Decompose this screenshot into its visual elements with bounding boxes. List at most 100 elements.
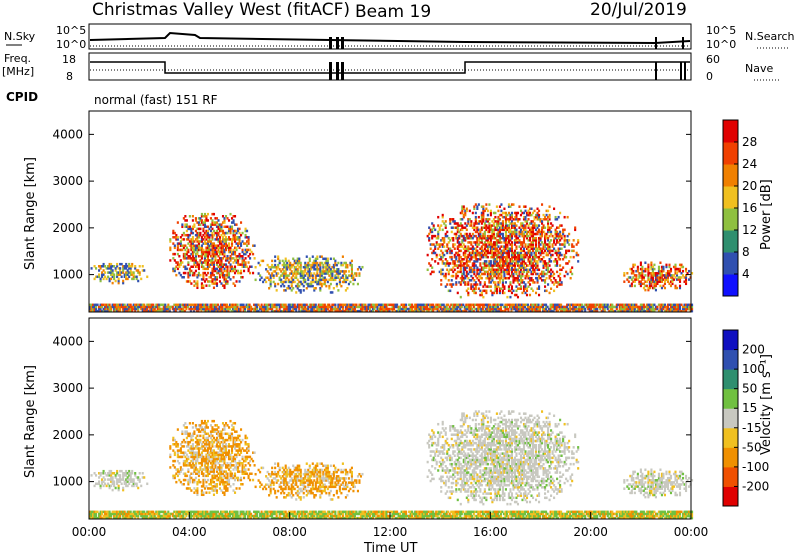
power-echo-cell — [414, 303, 417, 307]
freq-gap-mark — [655, 62, 657, 80]
power-echo-cell — [355, 272, 358, 275]
power-echo-cell — [236, 259, 240, 262]
power-echo-cell — [683, 305, 686, 309]
power-echo-cell — [192, 309, 195, 313]
power-echo-cell — [507, 205, 510, 208]
power-echo-cell — [662, 278, 665, 281]
power-echo-cell — [686, 305, 689, 309]
power-echo-cell — [560, 247, 563, 250]
power-echo-cell — [149, 305, 152, 309]
power-echo-cell — [322, 307, 325, 311]
power-echo-cell — [105, 307, 108, 311]
power-echo-cell — [197, 223, 200, 226]
power-echo-cell — [432, 251, 435, 255]
power-echo-cell — [432, 234, 435, 238]
power-echo-cell — [235, 257, 238, 260]
power-echo-cell — [510, 203, 514, 206]
power-echo-cell — [483, 289, 486, 293]
power-echo-cell — [653, 274, 656, 277]
power-echo-cell — [557, 303, 560, 307]
power-echo-cell — [302, 265, 305, 269]
power-echo-cell — [522, 285, 526, 288]
velocity-echo-cell — [173, 474, 176, 478]
power-echo-cell — [249, 248, 252, 252]
power-echo-cell — [313, 272, 316, 275]
power-echo-cell — [241, 250, 244, 254]
power-echo-cell — [542, 264, 545, 267]
power-echo-cell — [284, 289, 287, 292]
power-echo-cell — [557, 305, 560, 309]
power-echo-cell — [334, 305, 337, 309]
power-echo-cell — [403, 307, 406, 311]
power-echo-cell — [431, 270, 434, 274]
power-echo-cell — [565, 251, 568, 255]
power-echo-cell — [266, 303, 269, 307]
power-echo-cell — [497, 228, 500, 232]
colorbar-tick-label: 16 — [742, 201, 757, 215]
power-echo-cell — [651, 267, 654, 271]
power-echo-cell — [477, 232, 480, 236]
power-echo-cell — [480, 293, 483, 297]
power-echo-cell — [452, 262, 455, 265]
power-echo-cell — [510, 234, 514, 238]
power-echo-cell — [539, 253, 542, 257]
power-echo-cell — [322, 303, 325, 307]
power-echo-cell — [645, 284, 648, 288]
power-echo-cell — [537, 236, 541, 240]
power-echo-cell — [536, 272, 539, 276]
power-echo-cell — [128, 267, 131, 270]
power-echo-cell — [323, 280, 326, 284]
power-echo-cell — [528, 293, 532, 297]
power-echo-cell — [627, 309, 630, 313]
velocity-echo-cell — [169, 455, 172, 459]
power-echo-cell — [274, 265, 277, 269]
power-echo-cell — [684, 305, 688, 309]
power-echo-cell — [665, 307, 668, 311]
power-echo-cell — [449, 220, 452, 223]
power-echo-cell — [500, 268, 503, 272]
power-echo-cell — [525, 270, 529, 274]
power-echo-cell — [525, 245, 529, 248]
power-echo-cell — [188, 215, 191, 218]
power-echo-cell — [522, 234, 526, 238]
power-echo-cell — [305, 282, 308, 286]
power-echo-cell — [223, 269, 226, 273]
power-echo-cell — [651, 274, 654, 277]
power-echo-cell — [489, 241, 492, 244]
power-echo-cell — [534, 291, 538, 295]
power-echo-cell — [137, 309, 140, 313]
power-echo-cell — [492, 281, 495, 284]
power-echo-cell — [283, 265, 286, 269]
power-echo-cell — [311, 265, 314, 269]
power-echo-cell — [113, 265, 116, 268]
power-echo-cell — [512, 253, 515, 257]
power-echo-cell — [187, 236, 190, 239]
power-echo-cell — [182, 303, 185, 307]
power-echo-cell — [338, 280, 341, 284]
power-echo-cell — [498, 291, 501, 295]
power-echo-cell — [308, 257, 311, 261]
power-echo-cell — [515, 262, 518, 265]
power-echo-cell — [542, 224, 545, 227]
power-echo-cell — [486, 270, 489, 274]
power-echo-cell — [447, 309, 450, 313]
power-echo-cell — [178, 263, 181, 266]
power-echo-cell — [153, 309, 156, 313]
power-echo-cell — [475, 303, 478, 307]
power-echo-cell — [482, 232, 485, 236]
power-echo-cell — [482, 255, 485, 259]
power-echo-cell — [494, 249, 497, 253]
power-echo-cell — [204, 305, 207, 309]
power-echo-cell — [390, 307, 393, 311]
power-echo-cell — [672, 265, 676, 269]
power-echo-cell — [235, 231, 238, 235]
power-echo-cell — [134, 305, 137, 309]
power-echo-cell — [188, 307, 191, 311]
power-echo-cell — [126, 305, 129, 309]
power-echo-cell — [458, 253, 461, 257]
power-echo-cell — [538, 309, 542, 313]
power-echo-cell — [187, 254, 190, 258]
power-echo-cell — [488, 224, 491, 227]
power-echo-cell — [212, 309, 215, 313]
power-echo-cell — [424, 307, 427, 311]
